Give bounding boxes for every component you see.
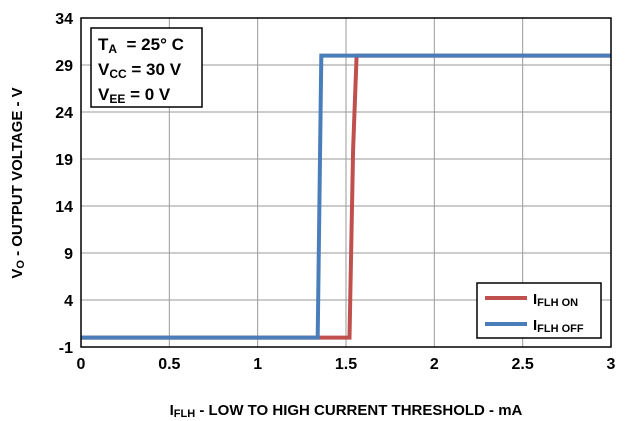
series-lines — [81, 53, 611, 340]
legend-label-ifl-off: IFLH OFF — [533, 317, 584, 335]
x-tick-label: 1 — [253, 356, 262, 373]
y-tick-label: -1 — [59, 340, 73, 357]
x-tick-labels: 0 0.5 1 1.5 2 2.5 3 — [77, 356, 616, 373]
y-tick-label: 4 — [64, 293, 73, 310]
legend-label-ifl-on: IFLH ON — [533, 291, 578, 309]
y-axis-title: VO - OUTPUT VOLTAGE - V — [9, 87, 27, 278]
y-tick-label: 34 — [55, 11, 73, 28]
annotation-vcc: VCC = 30 V — [98, 60, 182, 81]
y-tick-label: 24 — [55, 105, 73, 122]
y-tick-label: 9 — [64, 246, 73, 263]
x-tick-label: 2.5 — [512, 356, 534, 373]
x-tick-label: 0 — [77, 356, 86, 373]
y-tick-label: 19 — [55, 152, 73, 169]
plot-frame — [80, 17, 612, 348]
x-tick-label: 0.5 — [158, 356, 180, 373]
x-tick-label: 1.5 — [335, 356, 357, 373]
annotation-ta: TA = 25° C — [98, 35, 184, 56]
y-tick-labels: -1 4 9 14 19 24 29 34 — [55, 11, 73, 357]
y-tick-label: 29 — [55, 58, 73, 75]
y-tick-label: 14 — [55, 199, 73, 216]
x-tick-label: 2 — [430, 356, 439, 373]
annotation-vee: VEE = 0 V — [98, 85, 171, 106]
series-line-iflh-off — [81, 53, 611, 340]
legend: IFLH ON IFLH OFF — [476, 282, 602, 339]
conditions-box: TA = 25° C VCC = 30 V VEE = 0 V — [90, 27, 203, 108]
x-axis-title: IFLH - LOW TO HIGH CURRENT THRESHOLD - m… — [170, 402, 523, 420]
x-tick-label: 3 — [607, 356, 616, 373]
